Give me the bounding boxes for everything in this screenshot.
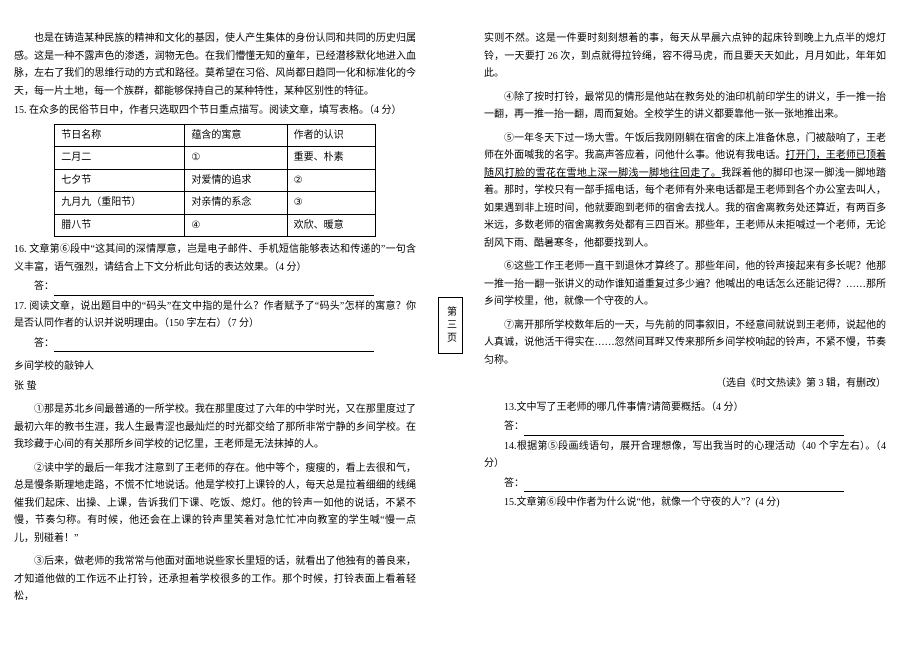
para-4: ④除了按时打铃，最常见的情形是他站在教务处的油印机前印学生的讲义，手一推一抬一翻…: [484, 89, 886, 124]
article-title: 乡间学校的敲钟人: [14, 358, 416, 376]
blank-line[interactable]: [54, 283, 374, 296]
para-top: 也是在铸造某种民族的精神和文化的基因，使人产生集体的身份认同和共同的历史归属感。…: [14, 30, 416, 100]
q15: 15. 在众多的民俗节日中，作者只选取四个节日重点描写。阅读文章，填写表格。（4…: [14, 102, 416, 120]
answer-line: 答：: [484, 475, 886, 493]
table-header: 节日名称: [55, 124, 185, 147]
q17: 17. 阅读文章，说出题目中的“码头”在文中指的是什么？作者赋予了“码头”怎样的…: [14, 298, 416, 333]
para-1: ①那是苏北乡间最普通的一所学校。我在那里度过了六年的中学时光，又在那里度过了最初…: [14, 401, 416, 454]
table-cell: ③: [287, 192, 375, 215]
answer-line: 答：: [14, 335, 416, 353]
blank-line[interactable]: [524, 423, 844, 436]
table-cell: 腊八节: [55, 214, 185, 237]
para-3b: 实则不然。这是一件要时刻刻想着的事，每天从早晨六点钟的起床铃到晚上九点半的熄灯铃…: [484, 30, 886, 83]
q14: 14.根据第⑤段画线语句，展开合理想像，写出我当时的心理活动（40 个字左右）。…: [484, 438, 886, 473]
table-cell: 七夕节: [55, 169, 185, 192]
festival-table: 节日名称 蕴含的寓意 作者的认识 二月二 ① 重要、朴素 七夕节 对爱情的追求 …: [54, 124, 376, 238]
blank-line[interactable]: [524, 479, 844, 492]
table-cell: ④: [185, 214, 287, 237]
ans-label: 答：: [34, 338, 54, 349]
para-3a: ③后来，做老师的我常常与他面对面地说些家长里短的话，就看出了他独有的善良来，才知…: [14, 553, 416, 606]
source-label: （选自《时文热读》第 3 辑，有删改）: [484, 375, 886, 393]
article-author: 张 蛰: [14, 378, 416, 396]
answer-line: 答：: [484, 418, 886, 436]
table-cell: 对亲情的系念: [185, 192, 287, 215]
answer-line: 答：: [14, 278, 416, 296]
ans-label: 答：: [504, 421, 524, 432]
para-7: ⑦离开那所学校数年后的一天，与先前的同事叙旧，不经意间就说到王老师，说起他的人真…: [484, 317, 886, 370]
q15b: 15.文章第⑥段中作者为什么说“他，就像一个守夜的人”？(4 分): [484, 494, 886, 512]
ans-label: 答：: [504, 478, 524, 489]
page-number-box: 第三页: [438, 297, 463, 354]
right-column: 实则不然。这是一件要时刻刻想着的事，每天从早晨六点钟的起床铃到晚上九点半的熄灯铃…: [470, 0, 900, 650]
blank-line[interactable]: [54, 339, 374, 352]
ans-label: 答：: [34, 281, 54, 292]
table-cell: ①: [185, 147, 287, 170]
para-6: ⑥这些工作王老师一直干到退休才算终了。那些年间，他的铃声接起来有多长呢？他那一推…: [484, 258, 886, 311]
table-cell: 重要、朴素: [287, 147, 375, 170]
page-separator: 第三页: [430, 0, 470, 650]
table-cell: 欢欣、暖意: [287, 214, 375, 237]
page: 也是在铸造某种民族的精神和文化的基因，使人产生集体的身份认同和共同的历史归属感。…: [0, 0, 920, 650]
para-2: ②读中学的最后一年我才注意到了王老师的存在。他中等个，瘦瘦的，看上去很和气，总是…: [14, 460, 416, 548]
para-5: ⑤一年冬天下过一场大雪。午饭后我刚刚躺在宿舍的床上准备休息，门被敲响了，王老师在…: [484, 130, 886, 253]
table-cell: ②: [287, 169, 375, 192]
table-cell: 二月二: [55, 147, 185, 170]
table-header: 蕴含的寓意: [185, 124, 287, 147]
table-header: 作者的认识: [287, 124, 375, 147]
table-cell: 对爱情的追求: [185, 169, 287, 192]
para-5b: 我踩着他的脚印也深一脚浅一脚地踏着。那时，学校只有一部手摇电话，每个老师有外来电…: [484, 168, 886, 249]
table-cell: 九月九（重阳节）: [55, 192, 185, 215]
left-column: 也是在铸造某种民族的精神和文化的基因，使人产生集体的身份认同和共同的历史归属感。…: [0, 0, 430, 650]
q16: 16. 文章第⑥段中“这其间的深情厚意，岂是电子邮件、手机短信能够表达和传递的”…: [14, 241, 416, 276]
q13: 13.文中写了王老师的哪几件事情?请简要概括。（4 分）: [484, 399, 886, 417]
